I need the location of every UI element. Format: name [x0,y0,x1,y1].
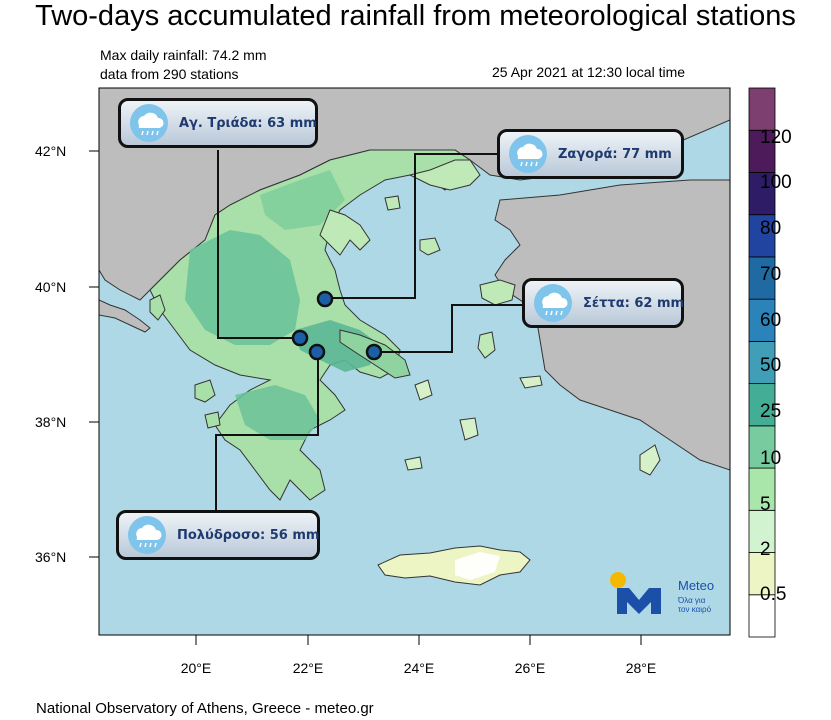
chios-island [477,331,496,359]
colorbar-swatch [748,552,776,596]
callout-ag-triada[interactable]: Αγ. Τριάδα: 63 mm [118,98,318,148]
lon-label-26: 26°E [515,660,546,676]
colorbar-label-2: 2 [760,539,771,560]
colorbar-swatch [748,594,776,638]
colorbar [748,87,776,638]
rain-cloud-icon [130,104,168,142]
crete-dry-zone [455,552,500,580]
leader-ag-triada [217,150,300,339]
logo-brand-text: Meteo [678,578,715,593]
kefalonia-island [194,379,216,403]
colorbar-label-60: 60 [760,310,782,331]
colorbar-label-10: 10 [760,448,782,469]
colorbar-swatch [748,425,776,469]
colorbar-label-50: 50 [760,355,782,376]
andros-island [414,379,433,401]
rhodes-island [639,444,661,476]
callout-label: Αγ. Τριάδα: 63 mm [179,115,317,131]
station-marker-ag-triada[interactable] [291,329,309,347]
rain-cloud-icon [534,284,572,322]
rain-zone-north [260,170,345,230]
callout-label: Ζαγορά: 77 mm [558,146,672,162]
italy-land [99,299,151,333]
colorbar-label-25: 25 [760,401,782,422]
map-frame [98,87,731,636]
leader-setta [374,304,522,353]
map-title: Two-days accumulated rainfall from meteo… [35,0,796,32]
colorbar-swatch [748,467,776,511]
meteo-m-logo [610,572,661,614]
station-marker-polydroso[interactable] [308,343,326,361]
colorbar-swatch [748,383,776,427]
samos-island [519,375,543,389]
rain-zone-central [295,320,380,372]
meteo-logo[interactable]: Meteo Όλα για τον καιρό [605,570,735,620]
lat-label-38: 38°N [35,414,66,430]
milos-island [404,456,423,471]
colorbar-label-5: 5 [760,494,771,515]
footer-credit: National Observatory of Athens, Greece -… [36,700,374,717]
colorbar-label-0-5: 0.5 [760,584,787,605]
callout-setta[interactable]: Σέττα: 62 mm [522,278,684,328]
callout-label: Πολύδροσο: 56 mm [177,527,320,543]
station-markers [291,290,383,361]
logo-tagline: Όλα για τον καιρό [678,596,712,614]
chalkidiki [319,209,371,256]
lesvos-island [479,279,516,306]
lon-label-22: 22°E [293,660,324,676]
corfu-island [149,294,166,321]
rain-cloud-icon [128,516,166,554]
lon-label-20: 20°E [181,660,212,676]
callout-leaders [215,150,522,510]
stations-count-text: data from 290 stations [100,66,239,82]
leader-polydroso [215,352,319,510]
lat-label-40: 40°N [35,279,66,295]
lat-tick-labels: 42°N 40°N 38°N 36°N [35,143,66,565]
rain-zone-west [185,230,300,345]
callout-label: Σέττα: 62 mm [583,295,685,311]
zakynthos-island [204,411,221,429]
colorbar-swatch [748,340,776,385]
callout-polydroso[interactable]: Πολύδροσο: 56 mm [116,510,320,560]
colorbar-swatch [748,214,776,258]
max-rainfall-text: Max daily rainfall: 74.2 mm [100,47,267,63]
thasos-island [384,195,401,211]
colorbar-label-120: 120 [760,127,792,148]
leader-zagora [325,153,497,299]
station-marker-setta[interactable] [365,343,383,361]
callout-zagora[interactable]: Ζαγορά: 77 mm [497,129,684,179]
lon-label-24: 24°E [404,660,435,676]
thrace-land [408,159,481,191]
colorbar-label-100: 100 [760,172,792,193]
rain-zone-pelop [235,385,320,440]
timestamp-text: 25 Apr 2021 at 12:30 local time [492,64,686,80]
lat-label-42: 42°N [35,143,66,159]
station-marker-zagora[interactable] [316,290,334,308]
colorbar-label-80: 80 [760,218,782,239]
axis-ticks [89,150,642,645]
rain-cloud-icon [509,135,547,173]
lon-tick-labels: 20°E 22°E 24°E 26°E 28°E [181,660,657,676]
colorbar-swatch [748,509,776,553]
naxos-island [459,417,479,441]
colorbar-swatch [748,87,776,131]
colorbar-label-70: 70 [760,264,782,285]
lon-label-28: 28°E [626,660,657,676]
limnos-island [419,237,441,256]
lat-label-36: 36°N [35,549,66,565]
